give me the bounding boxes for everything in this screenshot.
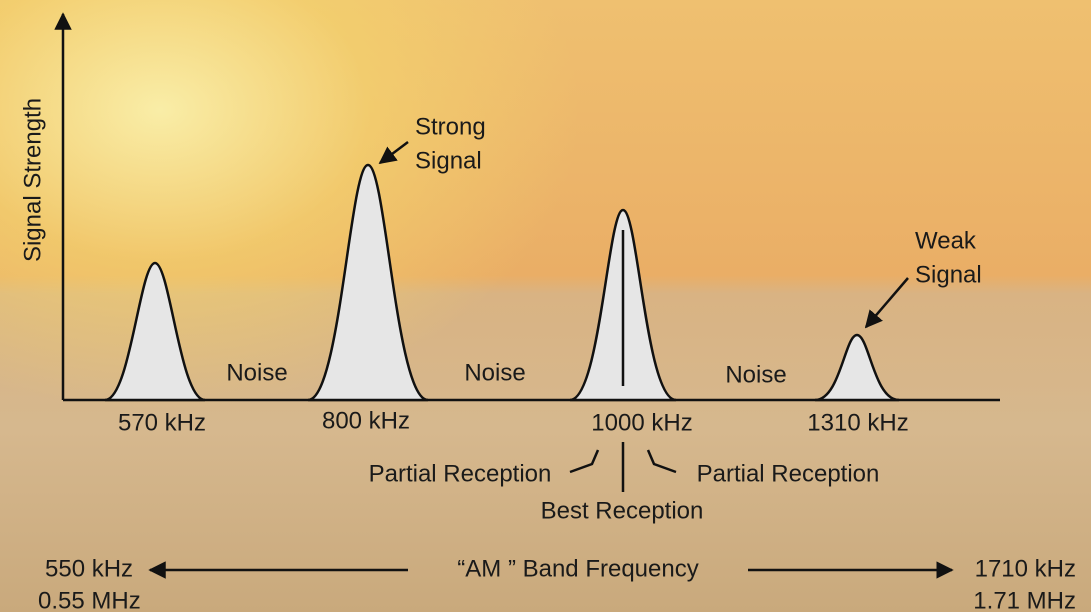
arrow xyxy=(866,278,908,327)
diagram: Signal Strength 570 kHz 800 kHz 1000 kHz… xyxy=(0,0,1091,612)
band-title: “AM ” Band Frequency xyxy=(457,555,698,582)
reception-label: Best Reception xyxy=(541,497,704,524)
annotation: Signal xyxy=(915,261,982,288)
band-start: 550 kHz xyxy=(45,555,133,582)
reception-label: Partial Reception xyxy=(697,460,880,487)
peak-label: 570 kHz xyxy=(118,409,206,436)
band-start: 0.55 MHz xyxy=(38,587,141,612)
arrow xyxy=(380,142,408,163)
noise-label: Noise xyxy=(226,359,287,386)
annotation: Signal xyxy=(415,147,482,174)
peak-label: 1000 kHz xyxy=(591,409,692,436)
noise-label: Noise xyxy=(464,359,525,386)
band-end: 1710 kHz xyxy=(975,555,1076,582)
peak xyxy=(105,263,205,400)
pointer xyxy=(570,450,598,472)
reception-label: Partial Reception xyxy=(369,460,552,487)
peak-label: 1310 kHz xyxy=(807,409,908,436)
annotation: Weak xyxy=(915,227,977,254)
pointer xyxy=(648,450,676,472)
peak-label: 800 kHz xyxy=(322,407,410,434)
diagram-svg: Signal Strength 570 kHz 800 kHz 1000 kHz… xyxy=(0,0,1091,612)
annotation: Strong xyxy=(415,113,486,140)
peak xyxy=(815,335,899,400)
peak xyxy=(308,165,428,400)
band-end: 1.71 MHz xyxy=(973,587,1076,612)
y-axis-label: Signal Strength xyxy=(19,98,46,262)
noise-label: Noise xyxy=(725,361,786,388)
